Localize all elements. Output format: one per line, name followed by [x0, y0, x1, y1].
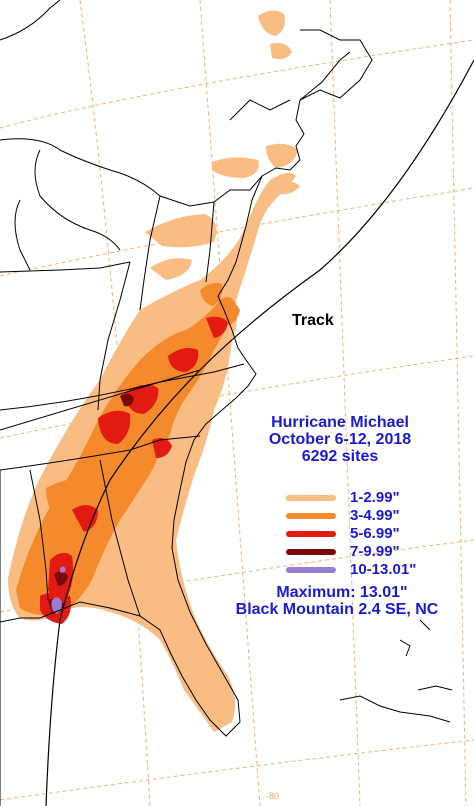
legend-label-2: 3-4.99": [350, 507, 400, 524]
legend-row-5: 10-13.01": [283, 561, 453, 579]
legend-row-3: 5-6.99": [283, 525, 453, 543]
legend-row-4: 7-9.99": [283, 543, 453, 561]
legend-label-3: 5-6.99": [350, 525, 400, 542]
legend-row-1: 1-2.99": [283, 489, 453, 507]
legend-swatch-2: [286, 513, 336, 519]
state-outlines: [0, 0, 453, 806]
title-line-1: Hurricane Michael: [271, 414, 409, 431]
longitude-label: -80: [266, 791, 280, 801]
legend-label-1: 1-2.99": [350, 489, 400, 506]
track-line-north: [0, 369, 201, 431]
legend-swatch-1: [286, 495, 336, 501]
maximum-location: Black Mountain 2.4 SE, NC: [235, 601, 439, 618]
legend-swatch-3: [286, 531, 336, 537]
title-line-2: October 6-12, 2018: [268, 431, 412, 448]
legend-label-5: 10-13.01": [350, 561, 417, 578]
legend-label-4: 7-9.99": [350, 543, 400, 560]
hurricane-track: [45, 59, 474, 806]
title-line-3: 6292 sites: [301, 448, 379, 465]
maximum-value: Maximum: 13.01": [276, 584, 408, 601]
rain-5-7: [40, 316, 228, 624]
track-label: Track: [292, 312, 334, 329]
legend-row-2: 3-4.99": [283, 507, 453, 525]
legend-swatch-5: [286, 567, 336, 573]
legend-swatch-4: [286, 549, 336, 555]
